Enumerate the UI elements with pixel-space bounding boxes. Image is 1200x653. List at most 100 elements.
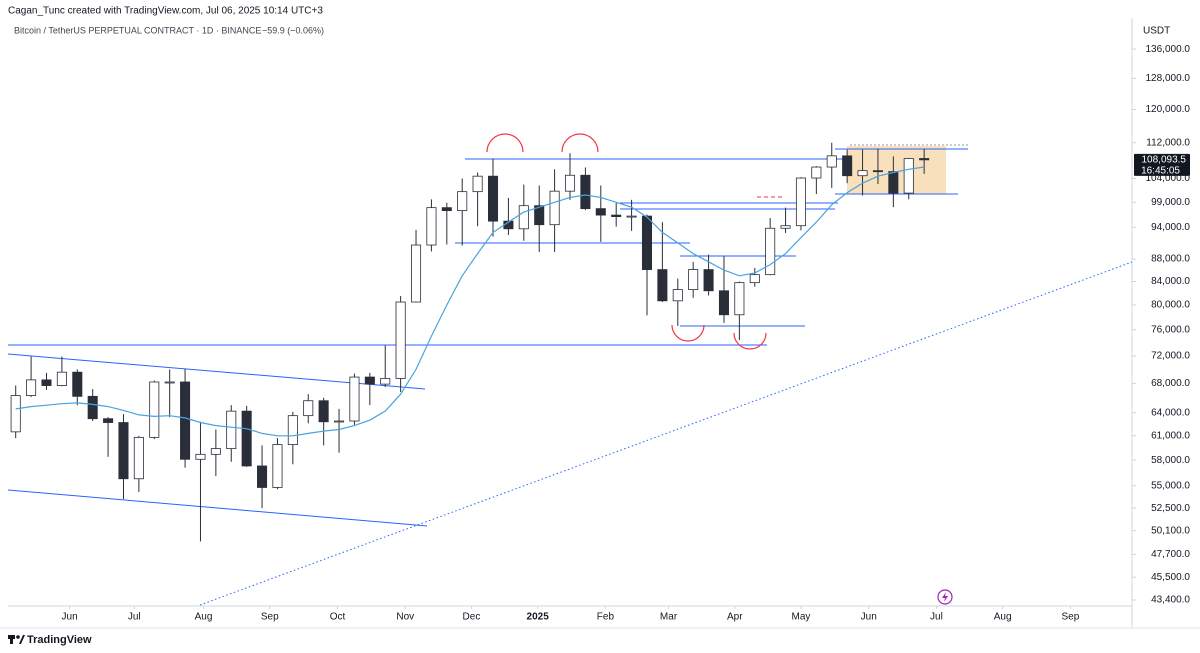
candle-body: [318, 400, 329, 423]
candle-body: [457, 191, 468, 212]
y-tick-label: 43,400.0: [1151, 595, 1190, 606]
candle-body: [903, 158, 914, 194]
y-tick-label: 50,100.0: [1151, 525, 1190, 536]
candle-body: [56, 371, 67, 386]
candle-body: [272, 444, 283, 488]
candle-body: [441, 207, 452, 212]
y-tick-label: 64,000.0: [1151, 407, 1190, 418]
candle-body: [41, 379, 52, 386]
top-arc: [561, 133, 599, 153]
candle-body: [842, 155, 853, 177]
candle-body: [26, 379, 37, 397]
candle-body: [811, 166, 822, 179]
x-tick-label: Mar: [660, 612, 678, 623]
candle-body: [826, 155, 837, 168]
candle-body: [349, 376, 360, 422]
candle-body: [626, 215, 637, 218]
alert-icon[interactable]: [937, 589, 953, 605]
candle-body: [580, 174, 591, 210]
x-tick-label: Jun: [62, 612, 78, 623]
x-tick-label: 2025: [527, 612, 550, 623]
x-tick-label: Aug: [994, 612, 1012, 623]
x-tick-label: Sep: [261, 612, 279, 623]
y-tick-label: 55,000.0: [1151, 480, 1190, 491]
candle-body: [518, 205, 529, 230]
y-tick-label: 61,000.0: [1151, 430, 1190, 441]
candle-body: [595, 208, 606, 216]
x-tick-label: Oct: [330, 612, 346, 623]
candle-body: [149, 381, 160, 438]
y-tick-label: 47,700.0: [1151, 549, 1190, 560]
candle-body: [857, 170, 868, 177]
last-price-label: 108,093.5: [1142, 155, 1187, 166]
candle-body: [103, 418, 114, 423]
candle-body: [872, 170, 883, 173]
candle-body: [564, 174, 576, 192]
x-tick-label: Feb: [597, 612, 615, 623]
marks: [10, 48, 1136, 609]
y-tick-label: 58,000.0: [1151, 455, 1190, 466]
candle-body: [380, 378, 391, 385]
x-tick-label: Apr: [727, 612, 743, 623]
candle-body: [257, 465, 268, 488]
candle-body: [87, 395, 98, 420]
y-tick-label: 52,500.0: [1151, 503, 1190, 514]
candle-body: [795, 177, 806, 227]
brand: TradingView: [27, 634, 92, 646]
channel-upper: [7, 353, 426, 390]
x-tick-label: Sep: [1062, 612, 1080, 623]
candle-body: [718, 290, 729, 316]
y-tick-label: 76,000.0: [1151, 324, 1190, 335]
y-tick-label: 120,000.0: [1146, 104, 1191, 115]
x-tick-label: Jul: [128, 612, 141, 623]
candle-body: [611, 214, 622, 217]
x-tick-label: May: [792, 612, 811, 623]
y-tick-label: 112,000.0: [1146, 137, 1190, 148]
candle-body: [195, 453, 206, 460]
bottom-arc: [733, 332, 767, 350]
candle-body: [672, 289, 683, 302]
y-tick-label: 99,000.0: [1151, 197, 1190, 208]
candle-body: [241, 410, 252, 467]
candle-body: [72, 371, 83, 397]
candle-body: [226, 410, 237, 450]
countdown: 16:45:05: [1141, 166, 1180, 177]
bottom-arc: [671, 324, 705, 342]
drawings: [7, 133, 1133, 606]
y-tick-label: 128,000.0: [1146, 73, 1191, 84]
candle-body: [734, 282, 745, 316]
candle-body: [303, 400, 314, 417]
y-tick-label: 136,000.0: [1146, 44, 1191, 55]
candle-body: [287, 415, 298, 445]
y-tick-label: 68,000.0: [1151, 378, 1190, 389]
y-tick-label: 84,000.0: [1151, 276, 1190, 287]
x-tick-label: Dec: [463, 612, 481, 623]
candle-body: [534, 205, 545, 226]
candle-body: [780, 225, 791, 229]
channel-lower: [7, 489, 428, 527]
y-tick-label: 104,000.0: [1146, 173, 1191, 184]
candle-body: [657, 269, 668, 302]
candle-body: [210, 448, 221, 455]
candle-body: [888, 171, 899, 194]
candle-body: [133, 436, 144, 480]
candle-body: [426, 207, 437, 246]
candle-body: [919, 158, 930, 161]
candle-body: [10, 395, 21, 433]
candle-body: [164, 381, 175, 384]
candle-body: [364, 376, 375, 385]
x-tick-label: Nov: [396, 612, 414, 623]
x-tick-label: Jul: [930, 612, 943, 623]
price-change: −59.9 (−0.06%): [262, 25, 324, 35]
y-tick-label: 45,500.0: [1151, 572, 1190, 583]
candle-body: [487, 175, 499, 222]
candle-body: [688, 269, 699, 290]
y-tick-label: 80,000.0: [1151, 300, 1190, 311]
candle-body: [411, 244, 422, 303]
candle-body: [641, 215, 653, 270]
axis-label: USDT: [1143, 26, 1170, 37]
top-arc: [486, 133, 524, 153]
moving-average: [15, 166, 925, 437]
